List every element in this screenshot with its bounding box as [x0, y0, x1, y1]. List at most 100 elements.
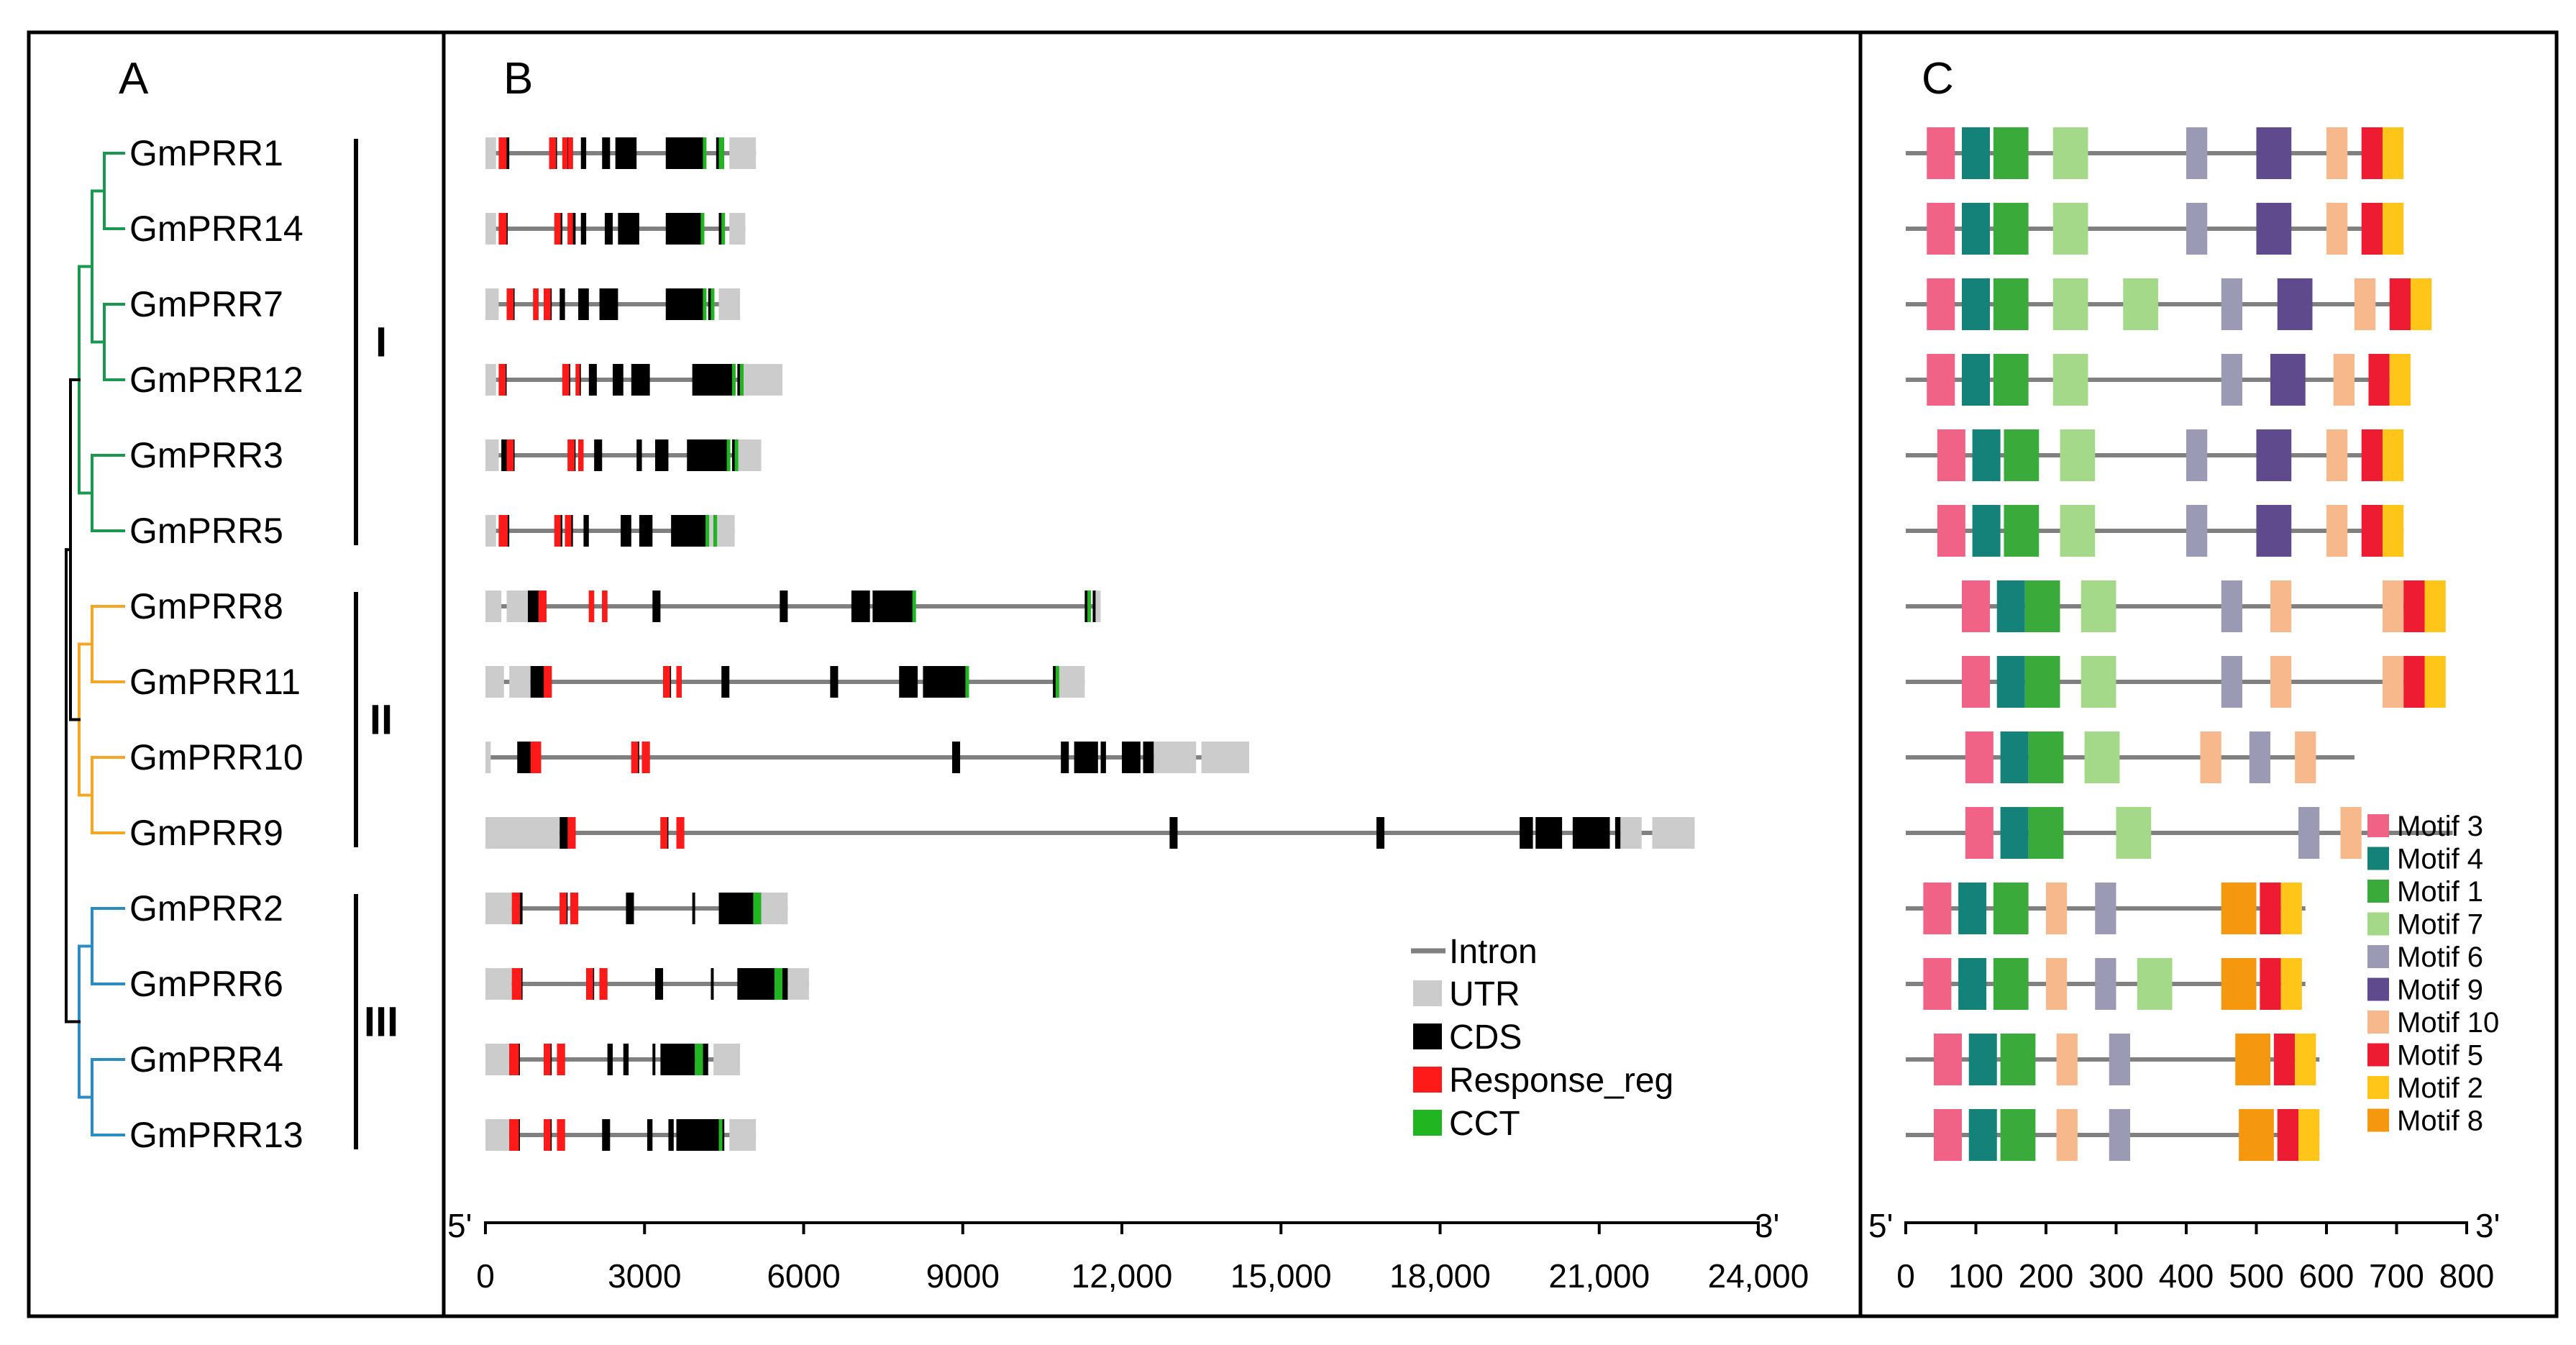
cct-gmprr11-1 — [965, 666, 969, 698]
legend-cds-swatch — [1413, 1023, 1442, 1049]
legend-cct-label: CCT — [1449, 1105, 1520, 1143]
motif-4-gmprr6-2 — [1958, 958, 1987, 1010]
utr-gmprr8-1 — [485, 591, 502, 622]
motif-6-gmprr13-5 — [2109, 1109, 2130, 1161]
utr-gmprr6-2 — [787, 968, 809, 1000]
cds-gmprr14-6 — [618, 213, 639, 245]
cds-gmprr8-6 — [851, 591, 870, 622]
motif-10-gmprr5-7 — [2326, 505, 2348, 557]
clade-label-2: II — [370, 697, 393, 744]
motif-1-gmprr10-3 — [2028, 731, 2064, 783]
utr-gmprr1-1 — [485, 137, 496, 169]
cds-gmprr10-6 — [1074, 742, 1098, 773]
utr-gmprr9-1 — [485, 817, 560, 849]
motif-5-gmprr4-7 — [2273, 1034, 2296, 1085]
cct-gmprr8-2 — [1087, 591, 1092, 622]
utr-gmprr3-2 — [734, 439, 762, 471]
response-reg-gmprr1-3 — [562, 137, 568, 169]
motif-7-gmprr9-4 — [2116, 807, 2152, 859]
gene-axis-tick-label-24000: 24,000 — [1708, 1257, 1809, 1295]
cct-gmprr6-1 — [774, 968, 782, 1000]
gene-structures — [485, 137, 1695, 1151]
panel-label-b: B — [503, 54, 533, 104]
motif-3-gmprr1-1 — [1927, 127, 1955, 179]
cds-gmprr5-6 — [639, 515, 653, 547]
response-reg-gmprr11-1 — [544, 666, 552, 698]
utr-gmprr7-2 — [718, 288, 740, 320]
response-reg-gmprr10-2 — [631, 742, 639, 773]
cds-gmprr2-5 — [692, 893, 695, 924]
cds-gmprr10-7 — [1100, 742, 1106, 773]
utr-gmprr6-1 — [485, 968, 512, 1000]
motif-7-gmprr14-4 — [2052, 203, 2088, 255]
motif-10-gmprr3-7 — [2326, 429, 2348, 481]
utr-gmprr11-2 — [509, 666, 531, 698]
cds-gmprr2-4 — [626, 893, 634, 924]
cds-gmprr7-4 — [559, 288, 565, 320]
gene-axis-tick-label-12000: 12,000 — [1072, 1257, 1173, 1295]
motif-9-gmprr5-6 — [2256, 505, 2292, 557]
cds-gmprr13-5 — [647, 1119, 653, 1151]
motif-7-gmprr12-4 — [2052, 354, 2088, 406]
cds-gmprr1-6 — [615, 137, 637, 169]
motif-3-gmprr14-1 — [1927, 203, 1955, 255]
cds-gmprr14-4 — [580, 213, 587, 245]
cct-gmprr3-1 — [726, 439, 731, 471]
cds-gmprr1-4 — [580, 137, 587, 169]
utr-gmprr9-2 — [1620, 817, 1642, 849]
cds-gmprr3-7 — [687, 439, 730, 471]
utr-gmprr3-1 — [485, 439, 499, 471]
motif-legend-label-2: Motif 2 — [2397, 1072, 2483, 1104]
motif-axis-start-label: 5' — [1868, 1207, 1893, 1244]
legend-cct-swatch — [1413, 1110, 1442, 1136]
motif-1-gmprr3-3 — [2004, 429, 2040, 481]
cds-gmprr8-9 — [1092, 591, 1096, 622]
motif-5-gmprr5-8 — [2361, 505, 2383, 557]
utr-gmprr2-1 — [485, 893, 512, 924]
motif-4-gmprr2-2 — [1958, 883, 1987, 934]
cds-gmprr14-7 — [665, 213, 703, 245]
motif-3-gmprr4-1 — [1934, 1034, 1962, 1085]
motif-legend-swatch-6 — [2367, 945, 2389, 968]
cct-gmprr13-1 — [718, 1119, 723, 1151]
motif-10-gmprr10-7 — [2295, 731, 2316, 783]
motif-3-gmprr2-1 — [1923, 883, 1952, 934]
utr-gmprr14-2 — [729, 213, 746, 245]
motif-3-gmprr5-1 — [1937, 505, 1965, 557]
motif-axis-tick-label-0: 0 — [1896, 1257, 1915, 1295]
motif-3-gmprr12-1 — [1927, 354, 1955, 406]
gene-label-gmprr14: GmPRR14 — [129, 209, 303, 249]
motif-10-gmprr6-4 — [2046, 958, 2068, 1010]
motif-7-gmprr11-4 — [2081, 656, 2116, 708]
panel-label-c: C — [1922, 54, 1954, 104]
motif-5-gmprr7-9 — [2389, 278, 2411, 330]
cct-gmprr2-1 — [753, 893, 762, 924]
motif-9-gmprr3-6 — [2256, 429, 2292, 481]
motif-3-gmprr6-1 — [1923, 958, 1952, 1010]
motif-8-gmprr2-6 — [2221, 883, 2257, 934]
cds-gmprr7-7 — [665, 288, 706, 320]
cds-gmprr10-9 — [1143, 742, 1154, 773]
response-reg-gmprr3-3 — [578, 439, 584, 471]
motif-8-gmprr13-6 — [2239, 1109, 2274, 1161]
motif-legend-label-7: Motif 7 — [2397, 909, 2483, 941]
gene-axis-tick-label-6000: 6000 — [767, 1257, 840, 1295]
utr-gmprr4-2 — [713, 1044, 740, 1075]
motif-10-gmprr4-4 — [2056, 1034, 2078, 1085]
motif-7-gmprr1-4 — [2052, 127, 2088, 179]
gene-axis-tick-label-3000: 3000 — [608, 1257, 681, 1295]
motif-axis-tick-label-100: 100 — [1948, 1257, 2004, 1295]
motif-legend-swatch-9 — [2367, 977, 2389, 1001]
motif-legend-swatch-3 — [2367, 814, 2389, 837]
motif-4-gmprr3-2 — [1972, 429, 2001, 481]
motif-10-gmprr7-8 — [2355, 278, 2376, 330]
cds-gmprr6-4 — [655, 968, 664, 1000]
motif-legend-label-10: Motif 10 — [2397, 1007, 2499, 1039]
response-reg-gmprr7-1 — [506, 288, 514, 320]
cds-gmprr7-5 — [578, 288, 589, 320]
motif-10-gmprr11-7 — [2383, 656, 2404, 708]
gene-label-gmprr11: GmPRR11 — [129, 662, 301, 702]
response-reg-gmprr3-2 — [567, 439, 575, 471]
